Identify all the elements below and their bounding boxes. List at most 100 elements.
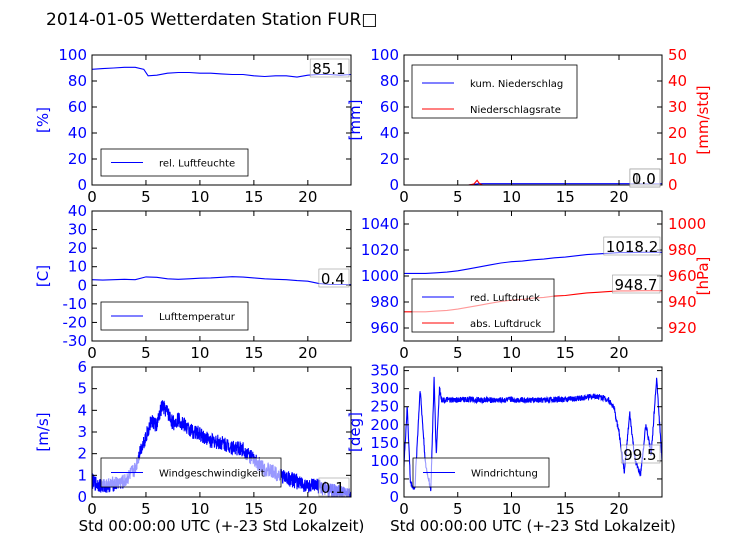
- x-tick-label: 20: [298, 188, 317, 206]
- legend: Windgeschwindigkeit: [100, 457, 282, 488]
- x-tick-label: 5: [453, 344, 463, 362]
- x-tick-label: 5: [141, 344, 151, 362]
- y-tick-label: 20: [68, 150, 87, 168]
- x-axis-label: Std 00:00:00 UTC (+-23 Std Lokalzeit): [79, 517, 365, 535]
- y-tick-label: 150: [370, 434, 399, 452]
- y-tick-label: 40: [380, 124, 399, 142]
- y-tick-label: 300: [370, 380, 399, 398]
- chart-title: 2014-01-05 Wetterdaten Station FUR□: [46, 10, 378, 30]
- x-tick-label: 10: [190, 344, 209, 362]
- y-tick-label: 0: [77, 488, 87, 506]
- y-axis-label: [C]: [34, 265, 52, 287]
- series-line-niederschlagsrate: [404, 179, 662, 185]
- y-right-axis-label: [hPa]: [694, 257, 712, 296]
- legend-label: red. Luftdruck: [470, 293, 540, 304]
- x-tick-label: 10: [190, 188, 209, 206]
- y-tick-label: 250: [370, 398, 399, 416]
- x-tick-label: 20: [609, 188, 628, 206]
- x-tick-label: 5: [453, 188, 463, 206]
- x-tick-label: 10: [502, 344, 521, 362]
- y-tick-label: 1000: [361, 267, 399, 285]
- x-tick-label: 15: [556, 500, 575, 518]
- series-line-rel-luftfeuchte: [92, 66, 351, 78]
- y-tick-label: 20: [68, 239, 87, 257]
- x-tick-label: 15: [556, 344, 575, 362]
- x-tick-label: 10: [190, 500, 209, 518]
- y-right-tick-label: 0: [668, 176, 678, 194]
- panel-humidity: 0 5 10 15 20 0 20 40 60 80 100 [%] rel. Luftfeuchte 8…: [34, 46, 352, 206]
- last-value-label-box: [318, 477, 350, 497]
- x-tick-label: 0: [399, 500, 409, 518]
- y-tick-label: 4: [77, 401, 87, 419]
- last-value-right-label: 948.7: [615, 276, 658, 294]
- last-value-label: 0.1: [321, 479, 345, 497]
- panel-temperature: 0 5 10 15 20-30-20-10010203040[C]Lufttempera…: [34, 202, 352, 362]
- y-tick-label: 50: [380, 470, 399, 488]
- y-tick-label: 0: [389, 176, 399, 194]
- y-tick-label: -10: [63, 295, 88, 313]
- x-tick-label: 15: [244, 188, 263, 206]
- y-right-tick-label: 50: [668, 46, 687, 64]
- y-tick-label: 0: [77, 176, 87, 194]
- y-tick-label: 1020: [361, 241, 399, 259]
- y-tick-label: 20: [380, 150, 399, 168]
- x-tick-label: 20: [298, 344, 317, 362]
- last-value-label: 1018.2: [606, 238, 659, 256]
- y-tick-label: 5: [77, 380, 87, 398]
- last-value-right-label-box: [612, 274, 661, 294]
- y-tick-label: 100: [370, 452, 399, 470]
- y-tick-label: -20: [63, 313, 88, 331]
- legend: red. Luftdruck abs. Luftdruck: [411, 278, 555, 333]
- x-tick-label: 10: [502, 188, 521, 206]
- y-tick-label: 960: [370, 319, 399, 337]
- y-tick-label: 40: [68, 124, 87, 142]
- y-tick-label: 3: [77, 423, 87, 441]
- y-tick-label: 80: [380, 72, 399, 90]
- legend-label: abs. Luftdruck: [470, 319, 541, 330]
- x-tick-label: 0: [399, 188, 409, 206]
- y-right-tick-label: 10: [668, 150, 687, 168]
- legend-label: kum. Niederschlag: [470, 79, 563, 90]
- y-tick-label: 980: [370, 293, 399, 311]
- y-tick-label: 80: [68, 72, 87, 90]
- x-tick-label: 10: [502, 500, 521, 518]
- y-tick-label: 100: [58, 46, 87, 64]
- y-tick-label: 200: [370, 416, 399, 434]
- y-right-axis-label: [mm/std]: [694, 85, 712, 154]
- axes-frame: [403, 54, 663, 186]
- x-tick-label: 0: [87, 344, 97, 362]
- x-tick-label: 20: [609, 500, 628, 518]
- legend-label: Windgeschwindigkeit: [159, 469, 265, 480]
- axes-frame: [91, 54, 352, 186]
- y-axis-label: [m/s]: [34, 412, 52, 451]
- y-tick-label: 100: [370, 46, 399, 64]
- y-tick-label: 30: [68, 221, 87, 239]
- x-tick-label: 15: [244, 344, 263, 362]
- last-value-label-box: [309, 58, 350, 78]
- series-line-lufttemperatur: [92, 276, 351, 286]
- y-tick-label: 0: [77, 276, 87, 294]
- last-value-label-box: [620, 444, 661, 464]
- axes-frame: [403, 366, 663, 498]
- legend: rel. Luftfeuchte: [100, 148, 249, 177]
- last-value-right-label: 0.0: [632, 170, 656, 188]
- y-tick-label: 2: [77, 445, 87, 463]
- y-tick-label: 1040: [361, 215, 399, 233]
- y-tick-label: 0: [389, 488, 399, 506]
- x-tick-label: 15: [556, 188, 575, 206]
- x-tick-label: 20: [609, 344, 628, 362]
- series-line-windrichtung: [404, 376, 662, 492]
- y-axis-label: [%]: [34, 107, 52, 133]
- last-value-label-box: [318, 268, 350, 288]
- x-axis-label: Std 00:00:00 UTC (+-23 Std Lokalzeit): [390, 517, 676, 535]
- panel-precip: 0 5 10 15 20 0 20 40 60 80 100 0 10 20 30 40 50 [mm] [mm/s…: [346, 46, 712, 206]
- legend-label: Lufttemperatur: [159, 312, 236, 323]
- y-tick-label: 60: [68, 98, 87, 116]
- last-value-right-label-box: [629, 168, 661, 188]
- y-tick-label: -30: [63, 332, 88, 350]
- y-tick-label: 40: [68, 202, 87, 220]
- axes-frame: [91, 210, 352, 342]
- last-value-label-box: [603, 236, 661, 256]
- y-tick-label: 1: [77, 466, 87, 484]
